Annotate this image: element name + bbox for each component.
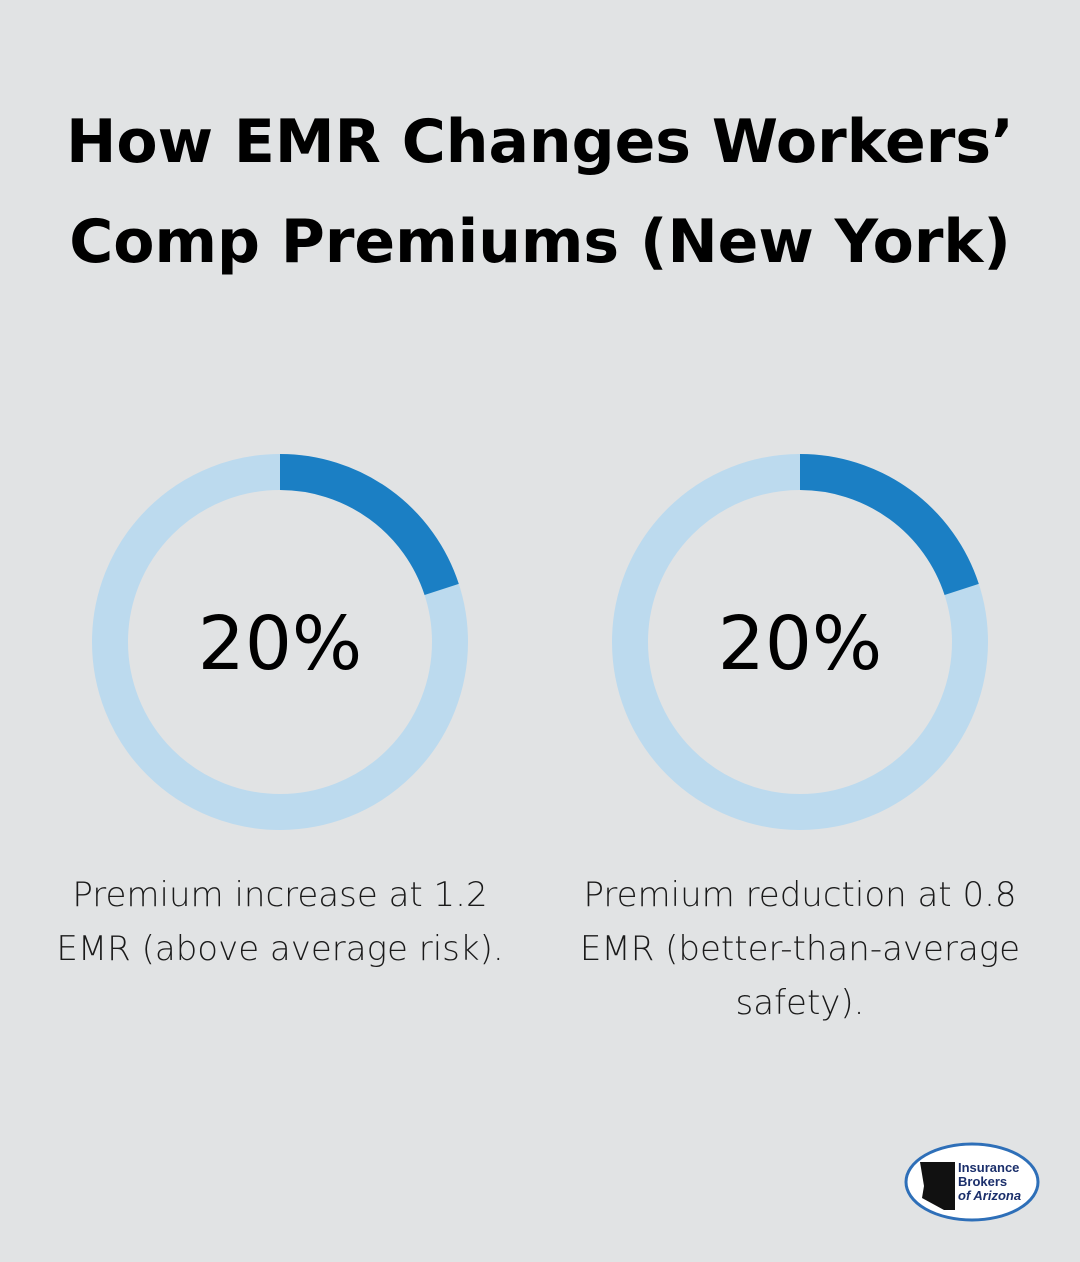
title: How EMR Changes Workers’ Comp Premiums (… xyxy=(66,107,1014,277)
caption: Premium increase at 1.2 EMR (above avera… xyxy=(56,875,504,969)
value-label: 20% xyxy=(198,601,362,687)
logo-text: Brokers xyxy=(958,1174,1007,1189)
logo-state xyxy=(920,1162,955,1210)
donut-segment xyxy=(799,454,979,596)
caption: Premium reduction at 0.8 EMR (better-tha… xyxy=(579,875,1021,1023)
donut-segment xyxy=(279,454,459,596)
value-label: 20% xyxy=(718,601,882,687)
logo: Insurance Brokers of Arizona xyxy=(904,1142,1040,1222)
logo-text: of Arizona xyxy=(958,1188,1021,1203)
logo-text: Insurance xyxy=(958,1160,1019,1175)
